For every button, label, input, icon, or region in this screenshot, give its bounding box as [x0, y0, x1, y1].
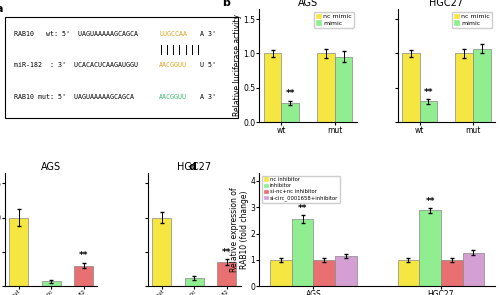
Title: HGC27: HGC27 — [430, 0, 464, 8]
Legend: nc mimic, mimic: nc mimic, mimic — [452, 12, 492, 28]
Bar — [218, 262, 236, 286]
Text: **: ** — [79, 251, 88, 260]
Bar — [9, 217, 28, 286]
Bar — [402, 53, 419, 122]
Bar — [473, 49, 490, 122]
Bar — [335, 256, 357, 286]
Bar — [317, 53, 335, 122]
Title: HGC27: HGC27 — [178, 162, 212, 172]
Bar — [42, 281, 60, 286]
Bar — [420, 101, 438, 122]
Bar — [441, 260, 462, 286]
Bar — [462, 253, 484, 286]
Y-axis label: Relative expression of
RAB10 (fold change): Relative expression of RAB10 (fold chang… — [230, 187, 249, 272]
Text: U 5': U 5' — [200, 63, 216, 68]
Text: a: a — [0, 4, 3, 14]
Text: **: ** — [424, 88, 433, 97]
Bar — [152, 217, 172, 286]
Legend: nc inhibitor, inhibitor, si-nc+nc inhibitor, si-circ_0001658+inhibitor: nc inhibitor, inhibitor, si-nc+nc inhibi… — [262, 176, 340, 203]
Y-axis label: Relative luciferase activity: Relative luciferase activity — [232, 14, 241, 117]
Bar — [270, 260, 292, 286]
Text: UUGCCAA: UUGCCAA — [160, 31, 188, 37]
Bar — [456, 53, 473, 122]
Text: RAB10 mut: 5'  UAGUAAAAAGCAGCA: RAB10 mut: 5' UAGUAAAAAGCAGCA — [14, 94, 134, 100]
Text: miR-182  : 3'  UCACACUCAAGAUGGU: miR-182 : 3' UCACACUCAAGAUGGU — [14, 63, 138, 68]
Bar — [185, 278, 204, 286]
Text: d: d — [189, 162, 196, 172]
Text: AACGGUU: AACGGUU — [160, 94, 188, 100]
Bar — [292, 219, 314, 286]
Text: **: ** — [286, 89, 295, 98]
Bar — [264, 53, 281, 122]
Legend: nc mimic, mimic: nc mimic, mimic — [314, 12, 354, 28]
Text: RAB10   wt: 5'  UAGUAAAAAGCAGCA: RAB10 wt: 5' UAGUAAAAAGCAGCA — [14, 31, 138, 37]
Bar — [398, 260, 419, 286]
Bar — [335, 57, 352, 122]
Text: **: ** — [298, 204, 308, 213]
Text: b: b — [222, 0, 230, 8]
Bar — [74, 266, 93, 286]
Text: A 3': A 3' — [200, 31, 216, 37]
Bar — [314, 260, 335, 286]
Bar — [282, 103, 299, 122]
Bar — [420, 210, 441, 286]
Text: AACGGUU: AACGGUU — [160, 63, 188, 68]
Title: AGS: AGS — [41, 162, 62, 172]
Title: AGS: AGS — [298, 0, 318, 8]
Text: **: ** — [222, 248, 232, 257]
Text: **: ** — [426, 196, 435, 206]
FancyBboxPatch shape — [5, 17, 238, 117]
Text: A 3': A 3' — [200, 94, 216, 100]
